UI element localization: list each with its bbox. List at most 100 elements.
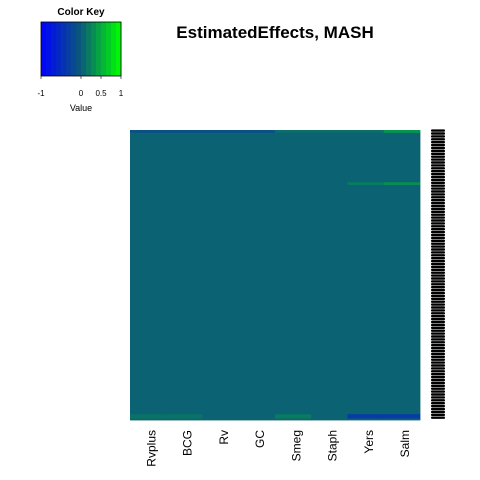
heatmap-cell bbox=[275, 132, 312, 415]
row-label bbox=[431, 303, 445, 306]
row-label bbox=[431, 274, 445, 277]
row-label bbox=[431, 315, 445, 318]
color-key-swatch bbox=[106, 22, 112, 76]
row-label bbox=[431, 344, 445, 347]
row-label bbox=[431, 204, 445, 208]
row-label bbox=[431, 407, 445, 411]
row-label bbox=[431, 317, 445, 321]
row-label bbox=[431, 410, 445, 414]
row-label bbox=[431, 167, 445, 170]
row-label bbox=[431, 283, 445, 286]
row-label bbox=[431, 181, 445, 184]
row-label bbox=[431, 288, 445, 292]
column-labels: Rvplus BCG Rv GC Smeg Staph Yers Salm bbox=[144, 430, 412, 467]
heatmap-cell bbox=[202, 130, 240, 134]
row-label bbox=[431, 378, 445, 382]
color-key-swatch bbox=[101, 22, 107, 76]
row-label bbox=[431, 239, 445, 242]
row-label bbox=[431, 259, 445, 263]
row-label bbox=[431, 390, 445, 393]
color-key-bar bbox=[41, 22, 122, 76]
row-label bbox=[431, 225, 445, 228]
row-label bbox=[431, 309, 445, 312]
row-label bbox=[431, 416, 445, 419]
color-key-swatch bbox=[76, 22, 82, 76]
color-key-swatch bbox=[66, 22, 72, 76]
heatmap-cell bbox=[347, 185, 385, 415]
row-label bbox=[431, 338, 445, 341]
row-label bbox=[431, 384, 445, 387]
row-label bbox=[431, 277, 445, 280]
heatmap-cell bbox=[383, 418, 421, 421]
row-label bbox=[431, 210, 445, 213]
row-label bbox=[431, 349, 445, 353]
heatmap-cell bbox=[166, 418, 203, 421]
color-key-swatch bbox=[51, 22, 57, 76]
row-label bbox=[431, 271, 445, 274]
row-label bbox=[431, 355, 445, 358]
color-key-swatch bbox=[96, 22, 102, 76]
heatmap-cell bbox=[238, 130, 276, 134]
heatmap-cell bbox=[202, 132, 240, 421]
color-key-swatch bbox=[41, 22, 47, 76]
row-label bbox=[431, 155, 445, 158]
row-label bbox=[431, 402, 445, 405]
column-label: Salm bbox=[398, 430, 412, 457]
row-label bbox=[431, 190, 445, 193]
row-label bbox=[431, 129, 445, 132]
row-label bbox=[431, 152, 445, 155]
row-label bbox=[431, 280, 445, 283]
color-key-tick-label: -1 bbox=[37, 89, 45, 98]
row-label bbox=[431, 262, 445, 266]
heatmap-cell bbox=[130, 414, 167, 419]
row-label bbox=[431, 146, 445, 150]
color-key-swatch bbox=[91, 22, 97, 76]
row-label bbox=[431, 265, 445, 269]
column-label: Rvplus bbox=[144, 430, 158, 467]
column-label: Rv bbox=[217, 430, 231, 445]
heatmap-cells bbox=[130, 130, 421, 421]
color-key-swatch bbox=[61, 22, 67, 76]
row-label bbox=[431, 370, 445, 373]
row-label bbox=[431, 346, 445, 350]
heatmap-cell bbox=[238, 132, 276, 421]
heatmap-cell bbox=[383, 132, 421, 183]
color-key-swatch bbox=[81, 22, 87, 76]
row-label bbox=[431, 375, 445, 379]
row-label bbox=[431, 141, 445, 144]
row-label bbox=[431, 196, 445, 199]
row-label bbox=[431, 242, 445, 245]
heatmap-cell bbox=[383, 130, 421, 134]
row-label bbox=[431, 294, 445, 298]
row-label bbox=[431, 291, 445, 295]
row-label bbox=[431, 193, 445, 196]
row-label bbox=[431, 222, 445, 225]
row-label bbox=[431, 170, 445, 173]
row-label bbox=[431, 387, 445, 390]
color-key-swatch bbox=[56, 22, 62, 76]
heatmap-cell bbox=[275, 418, 312, 421]
row-label bbox=[431, 199, 445, 202]
row-label bbox=[431, 135, 445, 138]
heatmap-cell bbox=[166, 414, 203, 419]
row-label bbox=[431, 175, 445, 179]
color-key-tick-label: 0 bbox=[79, 89, 84, 98]
color-key-tick-label: 1 bbox=[119, 89, 124, 98]
row-label bbox=[431, 219, 445, 222]
row-label bbox=[431, 268, 445, 271]
row-label bbox=[431, 251, 445, 254]
row-label bbox=[431, 393, 445, 396]
column-label: GC bbox=[253, 430, 267, 448]
column-label: Staph bbox=[326, 430, 340, 461]
row-label bbox=[431, 254, 445, 257]
heatmap-cell bbox=[166, 132, 203, 415]
row-label bbox=[431, 404, 445, 408]
color-key-swatch bbox=[86, 22, 92, 76]
row-label bbox=[431, 143, 445, 147]
heatmap-cell bbox=[347, 130, 385, 134]
column-label: BCG bbox=[181, 430, 195, 456]
row-label bbox=[431, 230, 445, 234]
heatmap-cell bbox=[383, 182, 421, 186]
color-key-swatch bbox=[71, 22, 77, 76]
